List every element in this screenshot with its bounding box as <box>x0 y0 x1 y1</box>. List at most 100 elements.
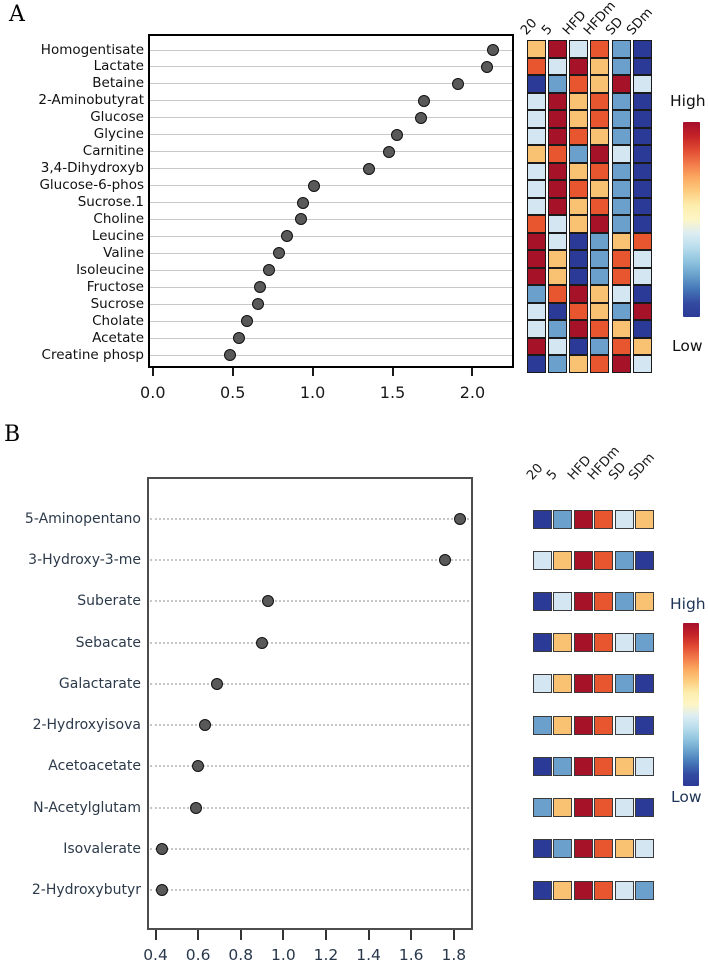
heatmap-col-header: 20 <box>517 15 540 39</box>
heatmap-cell <box>569 320 589 338</box>
colorbar-b-low-label: Low <box>671 788 702 806</box>
metabolite-label: Suberate <box>77 593 141 610</box>
heatmap-cell <box>573 674 593 694</box>
heatmap-col-header: SDm <box>626 450 658 484</box>
heatmap-cell <box>526 355 546 373</box>
colorbar-a-gradient <box>683 122 700 317</box>
heatmap-cell <box>611 40 631 58</box>
heatmap-cell <box>569 92 589 110</box>
heatmap-cell <box>547 320 567 338</box>
heatmap-cell <box>594 839 614 859</box>
heatmap-cell <box>611 250 631 268</box>
heatmap-cell <box>633 337 652 355</box>
heatmap-cell <box>526 145 546 163</box>
heatmap-cell <box>594 550 614 570</box>
x-tick <box>367 930 370 940</box>
heatmap-cell <box>611 145 631 163</box>
heatmap-cell <box>569 162 589 180</box>
x-tick-label: 1.0 <box>271 946 296 964</box>
heatmap-col-header: HFDm <box>581 0 620 39</box>
heatmap-cell <box>569 355 589 373</box>
heatmap-cell <box>611 57 631 75</box>
panel-b-label: B <box>4 422 21 447</box>
heatmap-cell <box>611 92 631 110</box>
heatmap-cell <box>633 145 652 163</box>
metabolite-label: Valine <box>103 244 144 261</box>
metabolite-label: Sucrose.1 <box>77 194 144 210</box>
heatmap-col-header: SD <box>602 14 627 39</box>
heatmap-cell <box>547 92 567 110</box>
x-tick <box>471 368 474 376</box>
heatmap-cell <box>526 267 546 285</box>
heatmap-cell <box>633 92 652 110</box>
heatmap-cell <box>569 285 589 303</box>
heatmap-cell <box>526 110 546 128</box>
metabolite-label: Sebacate <box>75 634 141 651</box>
heatmap-cell <box>633 302 652 320</box>
heatmap-cell <box>611 110 631 128</box>
metabolite-label: Galactarate <box>58 675 141 692</box>
heatmap-cell <box>547 162 567 180</box>
heatmap-cell <box>533 715 552 735</box>
heatmap-cell <box>547 250 567 268</box>
heatmap-cell <box>547 57 567 75</box>
x-tick-label: 1.6 <box>398 946 424 964</box>
heatmap-cell <box>594 591 614 611</box>
heatmap-cell <box>553 550 573 570</box>
metabolite-label: Leucine <box>91 227 144 244</box>
heatmap-cell <box>633 162 652 180</box>
heatmap-cell <box>633 197 652 215</box>
heatmap-cell <box>590 92 610 110</box>
heatmap-cell <box>569 110 589 128</box>
heatmap-cell <box>590 215 610 233</box>
metabolite-label: 5-Aminopentano <box>24 511 141 527</box>
heatmap-cell <box>533 839 552 859</box>
metabolite-label: Sucrose <box>90 295 144 312</box>
heatmap-cell <box>569 145 589 163</box>
heatmap-cell <box>526 75 546 93</box>
heatmap-cell <box>526 57 546 75</box>
heatmap-cell <box>569 180 589 198</box>
heatmap-cell <box>633 57 652 75</box>
colorbar-a-low-label: Low <box>672 337 703 355</box>
metabolite-label: Glucose-6-phos <box>39 177 144 194</box>
metabolite-label: 2-Hydroxyisova <box>32 717 141 734</box>
colorbar-b-high-label: High <box>670 595 706 613</box>
x-tick <box>197 930 200 940</box>
heatmap-col-header: 5 <box>544 467 562 484</box>
heatmap-cell <box>547 215 567 233</box>
heatmap-cell <box>633 285 652 303</box>
x-tick-label: 0.0 <box>140 383 166 402</box>
heatmap-cell <box>633 180 652 198</box>
heatmap-cell <box>573 550 593 570</box>
heatmap-cell <box>569 197 589 215</box>
heatmap-cell <box>547 127 567 145</box>
heatmap-cell <box>569 40 589 58</box>
heatmap-cell <box>614 715 634 735</box>
metabolite-label: Acetate <box>92 329 144 346</box>
heatmap-cell <box>526 232 546 250</box>
heatmap-cell <box>526 302 546 320</box>
metabolite-label: Fructose <box>86 278 144 295</box>
heatmap-cell <box>614 674 634 694</box>
metabolite-label: Glucose <box>90 109 144 126</box>
x-tick <box>391 368 394 376</box>
heatmap-cell <box>633 75 652 93</box>
heatmap-cell <box>547 145 567 163</box>
heatmap-cell <box>635 509 654 529</box>
heatmap-cell <box>573 880 593 900</box>
heatmap-cell <box>569 75 589 93</box>
panel-b-plot-area <box>147 477 473 930</box>
metabolite-label: Isoleucine <box>76 261 144 278</box>
metabolite-label: Homogentisate <box>40 41 144 58</box>
heatmap-cell <box>611 180 631 198</box>
heatmap-cell <box>635 839 654 859</box>
heatmap-cell <box>569 127 589 145</box>
metabolite-label: Creatine phosp <box>41 346 144 363</box>
x-tick <box>324 930 327 940</box>
heatmap-col-header: HFD <box>564 453 595 484</box>
heatmap-cell <box>633 320 652 338</box>
heatmap-cell <box>526 197 546 215</box>
x-tick-label: 0.6 <box>185 946 211 964</box>
heatmap-cell <box>533 550 552 570</box>
